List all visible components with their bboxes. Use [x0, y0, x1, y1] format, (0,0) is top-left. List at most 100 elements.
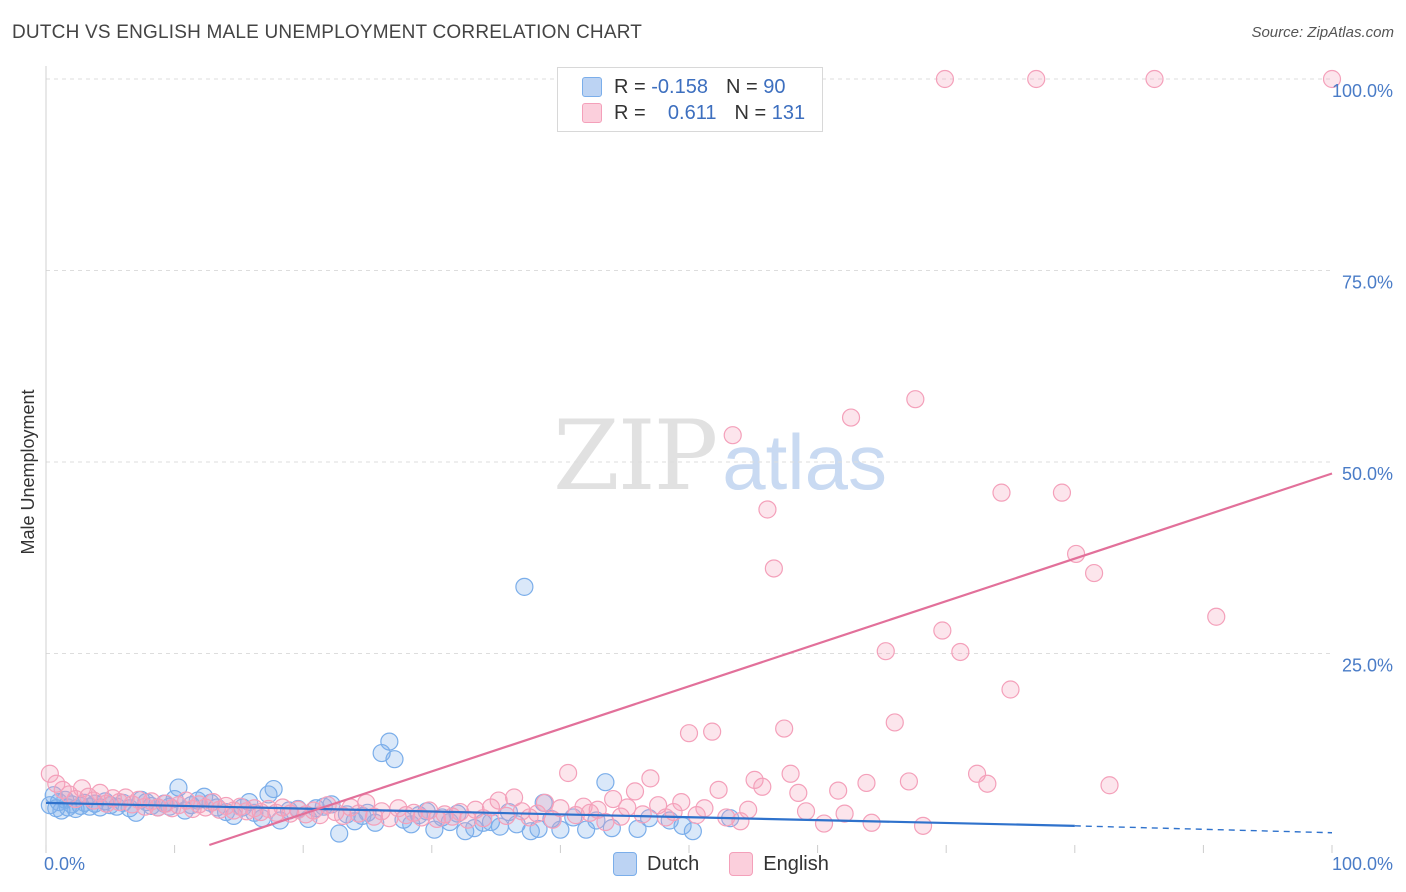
dutch-point	[380, 732, 399, 751]
n-value: 131	[771, 101, 806, 124]
english-point	[723, 426, 742, 445]
english-point	[489, 791, 508, 810]
r-value: 0.611	[667, 101, 717, 124]
dutch-trend-extension	[1074, 825, 1333, 834]
x-tick-label: 100.0%	[1332, 854, 1393, 874]
english-point	[1145, 69, 1164, 89]
watermark: ZIPatlas	[553, 400, 887, 512]
english-point	[703, 722, 722, 741]
english-point	[40, 764, 59, 783]
dutch-point	[385, 750, 404, 769]
dutch-swatch	[582, 77, 602, 97]
english-point	[796, 802, 816, 821]
dutch-point	[596, 773, 615, 792]
english-point	[876, 642, 895, 661]
english-point	[913, 816, 933, 835]
english-point	[789, 783, 808, 803]
english-point	[857, 773, 876, 793]
stats-legend: R = -0.158 N = 90 R = 0.611 N = 131	[557, 67, 823, 132]
english-point	[618, 798, 637, 817]
english-point	[695, 799, 714, 818]
english-point	[551, 799, 570, 818]
dutch-swatch	[613, 852, 637, 876]
english-point	[357, 793, 376, 812]
r-label: R =	[614, 101, 646, 124]
dutch-point	[330, 824, 349, 843]
english-point	[978, 774, 997, 793]
english-point	[739, 800, 758, 819]
english-point	[1100, 776, 1119, 795]
y-tick-label: 25.0%	[1342, 656, 1393, 676]
english-point	[1001, 680, 1020, 699]
english-point	[672, 793, 691, 812]
chart-title: DUTCH VS ENGLISH MALE UNEMPLOYMENT CORRE…	[12, 22, 643, 43]
dutch-point	[402, 815, 421, 834]
english-swatch	[729, 852, 754, 876]
english-swatch	[582, 103, 602, 123]
dutch-point	[366, 813, 385, 832]
y-tick-label: 100.0%	[1332, 81, 1393, 101]
axis-labels: 25.0% 50.0% 75.0% 100.0% 0.0% 100.0% Male Unem…	[18, 81, 1393, 874]
english-point	[1207, 607, 1226, 626]
english-point	[633, 805, 652, 824]
legend-row-dutch: R = -0.158 N = 90	[582, 75, 785, 99]
legend-label-dutch: Dutch	[647, 852, 700, 875]
english-point	[862, 813, 881, 832]
english-point	[53, 780, 72, 799]
english-point	[764, 559, 783, 578]
english-point	[1027, 69, 1046, 89]
dutch-point	[577, 820, 596, 839]
english-point	[814, 814, 834, 833]
series-legend: Dutch English	[613, 852, 859, 876]
english-point	[935, 69, 955, 89]
english-point	[679, 724, 699, 743]
english-point	[559, 763, 578, 783]
english-point	[781, 764, 800, 783]
english-point	[745, 770, 764, 789]
y-tick-label: 75.0%	[1342, 273, 1393, 293]
trend-lines	[45, 472, 1333, 847]
english-point	[835, 804, 854, 823]
english-point	[1084, 563, 1104, 583]
english-point	[951, 642, 970, 662]
english-point	[753, 777, 772, 796]
english-point	[1052, 483, 1072, 502]
dutch-point	[683, 822, 702, 841]
watermark-atlas: atlas	[722, 418, 887, 506]
english-point	[758, 500, 777, 519]
english-point	[1322, 69, 1342, 89]
y-tick-label: 50.0%	[1342, 464, 1393, 484]
english-points	[40, 69, 1342, 835]
legend-row-english: R = 0.611 N = 131	[582, 101, 805, 125]
x-tick-label: 0.0%	[44, 854, 85, 874]
y-axis-title: Male Unemployment	[18, 389, 38, 554]
r-label: R =	[614, 75, 646, 98]
english-point	[687, 806, 706, 825]
r-value: -0.158	[651, 75, 708, 98]
legend-item-dutch[interactable]: Dutch	[613, 852, 699, 876]
english-point	[641, 769, 660, 788]
english-point	[1066, 544, 1086, 564]
legend-item-english[interactable]: English	[729, 852, 829, 876]
english-point	[604, 789, 623, 809]
source-label: Source: ZipAtlas.com	[1251, 24, 1394, 41]
dutch-point	[551, 820, 570, 839]
english-point	[841, 408, 861, 427]
dutch-point	[515, 577, 534, 596]
axes	[45, 66, 1333, 853]
n-value: 90	[763, 75, 786, 98]
english-point	[709, 780, 728, 799]
english-point	[992, 483, 1011, 502]
english-point	[497, 806, 516, 825]
english-point	[505, 788, 524, 807]
dutch-point	[259, 785, 278, 804]
english-point	[412, 808, 431, 827]
dutch-trend-line	[45, 801, 1075, 827]
legend-label-english: English	[763, 852, 829, 875]
english-point	[885, 713, 904, 732]
english-trend-line	[208, 472, 1333, 847]
n-label: N =	[734, 101, 767, 124]
n-label: N =	[725, 75, 758, 98]
english-point	[899, 772, 919, 791]
